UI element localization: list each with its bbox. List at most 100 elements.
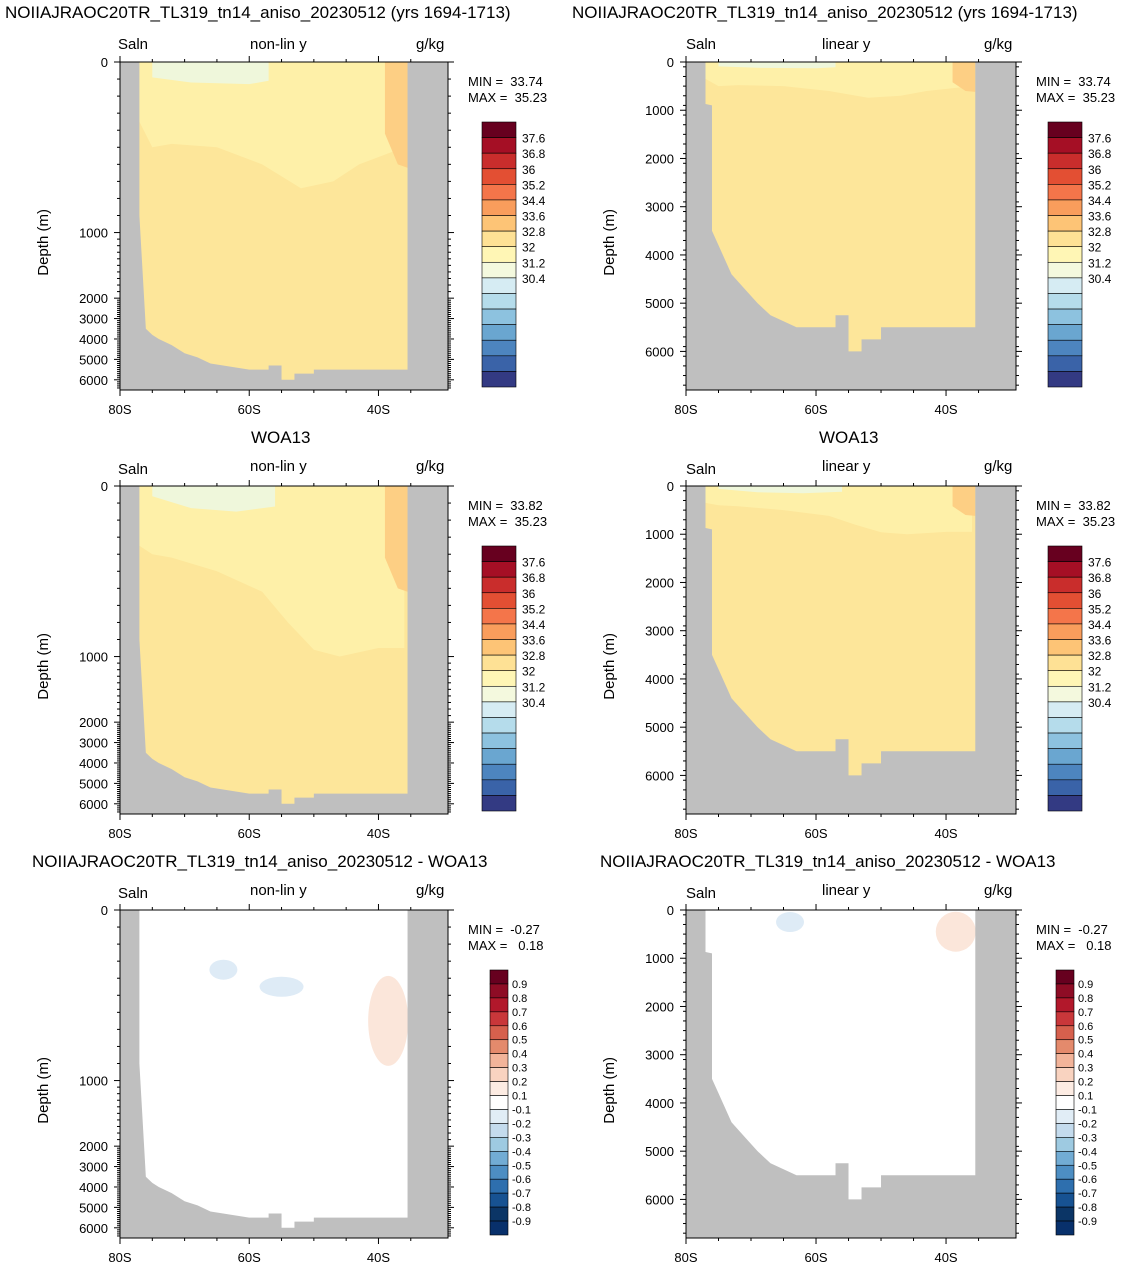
y-tick-label: 3000 — [645, 200, 674, 215]
colorbar-label: 34.4 — [1088, 618, 1112, 632]
colorbar-swatch — [481, 121, 517, 138]
y-tick-label: 1000 — [645, 951, 674, 966]
colorbar-label: -0.6 — [1078, 1174, 1097, 1186]
y-tick-label: 6000 — [645, 344, 674, 359]
colorbar-swatch — [1055, 1220, 1075, 1236]
saln-label: Saln — [686, 36, 717, 53]
surface-fresh-patch — [718, 62, 836, 69]
colorbar-label: 35.2 — [522, 602, 546, 616]
colorbar-label: -0.5 — [1078, 1160, 1097, 1172]
units-label: g/kg — [984, 458, 1013, 475]
colorbar-swatch — [1055, 983, 1075, 999]
y-tick-label: 3000 — [79, 736, 108, 751]
section-panel-2 — [114, 480, 517, 820]
plot-frame — [685, 485, 1017, 815]
colorbar-label: -0.4 — [1078, 1146, 1097, 1158]
colorbar-label: -0.3 — [1078, 1132, 1097, 1144]
y-tick-label: 5000 — [645, 720, 674, 735]
y-tick-label: 6000 — [79, 373, 108, 388]
colorbar-label: 32 — [522, 241, 536, 255]
colorbar-swatch — [489, 1192, 509, 1208]
colorbar-swatch — [1047, 339, 1083, 357]
plot-title-diff-nonlin: NOIIAJRAOC20TR_TL319_tn14_aniso_20230512… — [32, 852, 488, 871]
colorbar-swatch — [481, 215, 517, 232]
max-stat: MAX = 35.23 — [1036, 90, 1116, 105]
colorbar-swatch — [481, 184, 517, 201]
colorbar-label: 37.6 — [522, 132, 546, 146]
colorbar-swatch — [481, 545, 517, 562]
colorbar-label: 0.9 — [1078, 979, 1093, 991]
surface-fresh-patch — [152, 62, 269, 85]
colorbar-swatch — [481, 795, 517, 812]
y-tick-label: 5000 — [79, 1200, 108, 1215]
saln-label: Saln — [118, 36, 149, 53]
colorbar-label: 0.9 — [512, 979, 527, 991]
y-tick-label: 2000 — [645, 575, 674, 590]
x-tick-label: 40S — [934, 826, 957, 841]
colorbar-label: 0.1 — [512, 1091, 527, 1103]
colorbar-swatch — [481, 261, 517, 279]
colorbar-swatch — [1055, 1151, 1075, 1166]
colorbar-swatch — [489, 1164, 509, 1180]
colorbar-swatch — [1047, 545, 1083, 562]
colorbar-swatch — [1055, 969, 1075, 985]
colorbar-swatch — [489, 1067, 509, 1082]
colorbar-swatch — [1055, 1123, 1075, 1138]
y-tick-label: 1000 — [79, 650, 108, 665]
min-stat: MIN = 33.74 — [468, 74, 543, 89]
colorbar-swatch — [1047, 230, 1083, 248]
colorbar-swatch — [1047, 277, 1083, 294]
colorbar-swatch — [481, 308, 517, 325]
colorbar-swatch — [1047, 592, 1083, 609]
y-tick-label: 3000 — [645, 624, 674, 639]
colorbar-swatch — [1047, 654, 1083, 672]
bathymetry-mask — [120, 486, 448, 814]
y-tick-label: 4000 — [79, 332, 108, 347]
units-label: g/kg — [416, 458, 445, 475]
x-tick-label: 60S — [804, 1250, 827, 1265]
colorbar-label: -0.1 — [512, 1104, 531, 1116]
colorbar-swatch — [1047, 795, 1083, 812]
colorbar-swatch — [1047, 717, 1083, 734]
y-tick-label: 5000 — [645, 1144, 674, 1159]
colorbar-label: 37.6 — [522, 556, 546, 570]
y-tick-label: 5000 — [79, 352, 108, 367]
y-axis-label: Depth (m) — [601, 209, 618, 276]
colorbar-swatch — [1047, 152, 1083, 170]
y-tick-label: 1000 — [79, 226, 108, 241]
x-tick-label: 40S — [367, 1250, 390, 1265]
colorbar-swatch — [1047, 732, 1083, 749]
mid-salinity-band — [705, 62, 973, 98]
colorbar-label: -0.3 — [512, 1132, 531, 1144]
colorbar-swatch — [1055, 1164, 1075, 1180]
x-tick-label: 40S — [367, 826, 390, 841]
colorbar-label: -0.9 — [1078, 1216, 1097, 1228]
colorbar-swatch — [481, 199, 517, 216]
x-tick-label: 80S — [674, 402, 697, 417]
colorbar-swatch — [1047, 779, 1083, 796]
max-stat: MAX = 35.23 — [468, 90, 548, 105]
colorbar-swatch — [1047, 748, 1083, 765]
colorbar-label: 0.2 — [1078, 1077, 1093, 1089]
colorbar-label: 33.6 — [1088, 210, 1112, 224]
colorbar-swatch — [481, 763, 517, 781]
colorbar-swatch — [489, 969, 509, 985]
colorbar-swatch — [1047, 371, 1083, 388]
colorbar-swatch — [481, 670, 517, 687]
colorbar-label: 0.8 — [1078, 993, 1093, 1005]
x-tick-label: 80S — [108, 402, 131, 417]
colorbar-label: 30.4 — [522, 696, 546, 710]
salty-core — [384, 486, 408, 592]
colorbar-swatch — [481, 324, 517, 341]
colorbar-label: 31.2 — [1088, 256, 1112, 270]
colorbar-swatch — [489, 1151, 509, 1166]
colorbar-swatch — [489, 1123, 509, 1138]
x-tick-label: 40S — [934, 402, 957, 417]
y-tick-label: 2000 — [645, 151, 674, 166]
bathymetry-mask — [686, 486, 1016, 814]
colorbar-label: 0.6 — [1078, 1021, 1093, 1033]
colorbar-swatch — [1047, 184, 1083, 201]
colorbar-swatch — [1047, 137, 1083, 154]
colorbar-swatch — [481, 701, 517, 718]
colorbar-label: 32 — [1088, 665, 1102, 679]
